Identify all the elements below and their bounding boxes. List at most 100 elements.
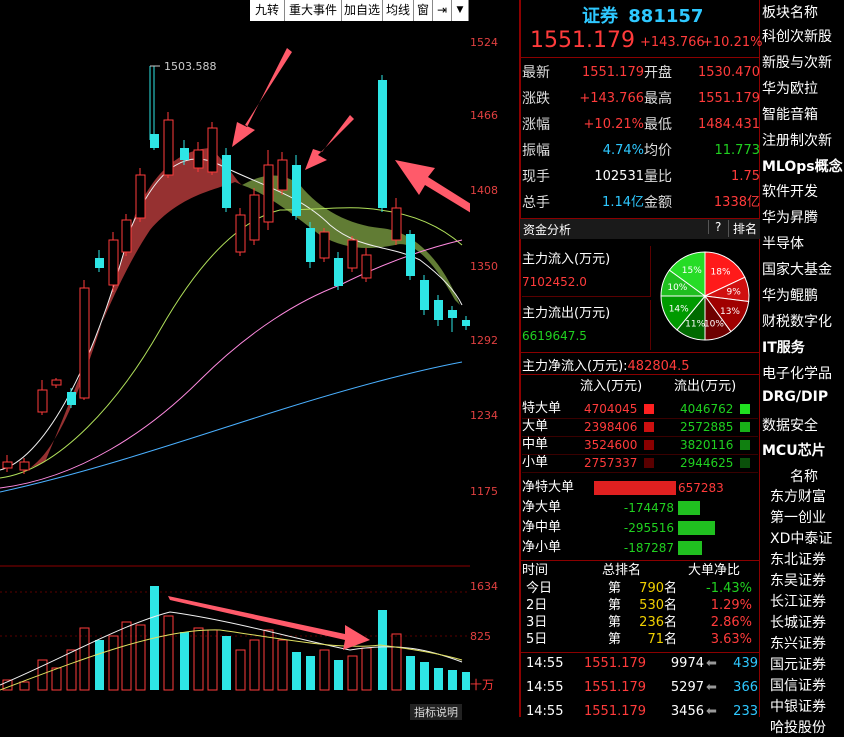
rank-value: 790 (639, 581, 664, 596)
sector-code: 881157 (628, 6, 704, 27)
main-inflow: 主力流入(万元) 7102452.0 (522, 246, 651, 297)
volume-bar (319, 649, 330, 691)
quote-label: 振幅 (522, 143, 550, 159)
kline-chart[interactable]: 1503.588 (0, 0, 470, 717)
volume-bar (249, 639, 260, 691)
candle-body (95, 258, 104, 268)
flow-out-value: 3820116 (680, 438, 734, 452)
tick-time: 14:55 (526, 680, 564, 695)
candle-body (79, 287, 90, 399)
stock-item[interactable]: 国元证券 (770, 657, 826, 673)
pie-slice (668, 251, 706, 297)
sector-item[interactable]: 华为欧拉 (762, 80, 818, 97)
sector-item[interactable]: 数据安全 (762, 417, 818, 434)
candles-group (2, 66, 470, 474)
stock-item[interactable]: 东北证券 (770, 552, 826, 568)
indicator-help-link[interactable]: 指标说明 (410, 704, 462, 720)
sector-item[interactable]: 财税数字化 (762, 313, 832, 330)
stock-item[interactable]: 东兴证券 (770, 636, 826, 652)
stock-item[interactable]: XD中泰证 (770, 531, 833, 547)
rank-value: 236 (639, 615, 664, 630)
volume-bar (19, 681, 30, 691)
quote-label: 最新 (522, 65, 550, 81)
sector-item[interactable]: 华为昇腾 (762, 210, 818, 227)
flow-out-value: 4046762 (680, 402, 734, 416)
volume-bar (292, 652, 301, 690)
volume-bar (37, 659, 48, 691)
stock-item[interactable]: 长城证券 (770, 615, 826, 631)
volume-bar (263, 629, 274, 691)
volume-bar (406, 656, 415, 690)
quote-label: 涨幅 (522, 117, 550, 133)
stock-item[interactable]: 哈投股份 (770, 720, 826, 736)
stock-item[interactable]: 中银证券 (770, 699, 826, 715)
flow-name: 中单 (522, 437, 549, 452)
stock-item[interactable]: 国信证券 (770, 678, 826, 694)
quote-value: 4.74% (602, 143, 644, 158)
candle-body (51, 379, 62, 386)
sector-item[interactable]: MCU芯片 (762, 443, 826, 460)
volume-bar (277, 639, 288, 691)
sector-item[interactable]: 软件开发 (762, 184, 818, 201)
price-tick: 1466 (470, 109, 498, 122)
pie-label: 11% (685, 319, 705, 329)
window-button[interactable]: 窗 (414, 0, 433, 21)
sector-item[interactable]: 华为鲲鹏 (762, 288, 818, 304)
stock-item[interactable]: 东方财富 (770, 489, 826, 505)
flow-in-value: 2757337 (584, 456, 638, 470)
candle-body (235, 214, 246, 253)
quote-label: 总手 (522, 195, 550, 211)
quote-value: 1530.470 (697, 65, 760, 80)
price-tick: 1408 (470, 184, 498, 197)
export-icon[interactable]: ⇥ (433, 0, 452, 21)
volume-tick: 1634 (470, 580, 498, 593)
tick-arrow-icon: ⬅ (706, 704, 717, 719)
stock-item[interactable]: 第一创业 (770, 510, 826, 526)
sector-item[interactable]: 电子化学品 (762, 365, 832, 382)
candle-body (163, 119, 174, 176)
rank-row: 今日 第 790 名 -1.43% (522, 580, 758, 597)
major-events-button[interactable]: 重大事件 (285, 0, 342, 21)
ma-button[interactable]: 均线 (383, 0, 414, 21)
net-inflow-label: 主力净流入(万元): (522, 359, 628, 374)
quote-value: 1484.431 (697, 117, 760, 132)
rank-row: 2日 第 530 名 1.29% (522, 597, 758, 614)
tick-row: 14:55 1551.179 5297 ⬅ 366 (522, 676, 762, 700)
stock-item[interactable]: 东吴证券 (770, 573, 826, 589)
sector-item[interactable]: 国家大基金 (762, 262, 832, 279)
sector-item[interactable]: IT服务 (762, 339, 805, 356)
main-inflow-value: 7102452.0 (522, 275, 587, 289)
sector-item[interactable]: DRG/DIP (762, 388, 829, 405)
sector-item[interactable]: MLOps概念 (762, 158, 843, 175)
nine-turn-button[interactable]: 九转 (250, 0, 285, 21)
sector-item[interactable]: 新股与次新 (762, 54, 832, 71)
candle-body (150, 134, 159, 148)
net-bar (678, 541, 702, 555)
help-button[interactable]: ? (708, 220, 727, 234)
net-value: 657283 (678, 481, 724, 495)
net-value: -295516 (623, 521, 674, 535)
tick-volume: 3456 (670, 704, 704, 719)
rank-suffix: 名 (664, 632, 678, 647)
quote-value: 11.773 (714, 143, 761, 158)
stock-item[interactable]: 长江证券 (770, 594, 826, 610)
rank-suffix: 名 (664, 598, 678, 613)
candle-body (67, 392, 76, 405)
flow-in-swatch (644, 404, 654, 414)
rank-button[interactable]: 排名 (728, 220, 757, 237)
volume-bar (420, 662, 429, 690)
rank-row: 5日 第 71 名 3.63% (522, 631, 758, 648)
candle-body (347, 239, 358, 269)
sector-item[interactable]: 科创次新股 (762, 29, 832, 45)
sector-item[interactable]: 半导体 (762, 236, 804, 253)
quote-value: 1.75 (731, 169, 760, 184)
dropdown-icon[interactable]: ▼ (452, 0, 469, 21)
capital-tabbar: 资金分析 ? 排名 (520, 219, 760, 239)
rank-prefix: 第 (608, 632, 622, 647)
add-watchlist-button[interactable]: 加自选 (342, 0, 383, 21)
tab-capital-analysis[interactable]: 资金分析 (523, 223, 572, 237)
chart-toolbar: 九转 重大事件 加自选 均线 窗 ⇥ ▼ (250, 0, 470, 22)
flow-in-value: 2398406 (584, 420, 638, 434)
sector-item[interactable]: 注册制次新 (762, 132, 832, 149)
sector-item[interactable]: 智能音箱 (762, 106, 818, 123)
